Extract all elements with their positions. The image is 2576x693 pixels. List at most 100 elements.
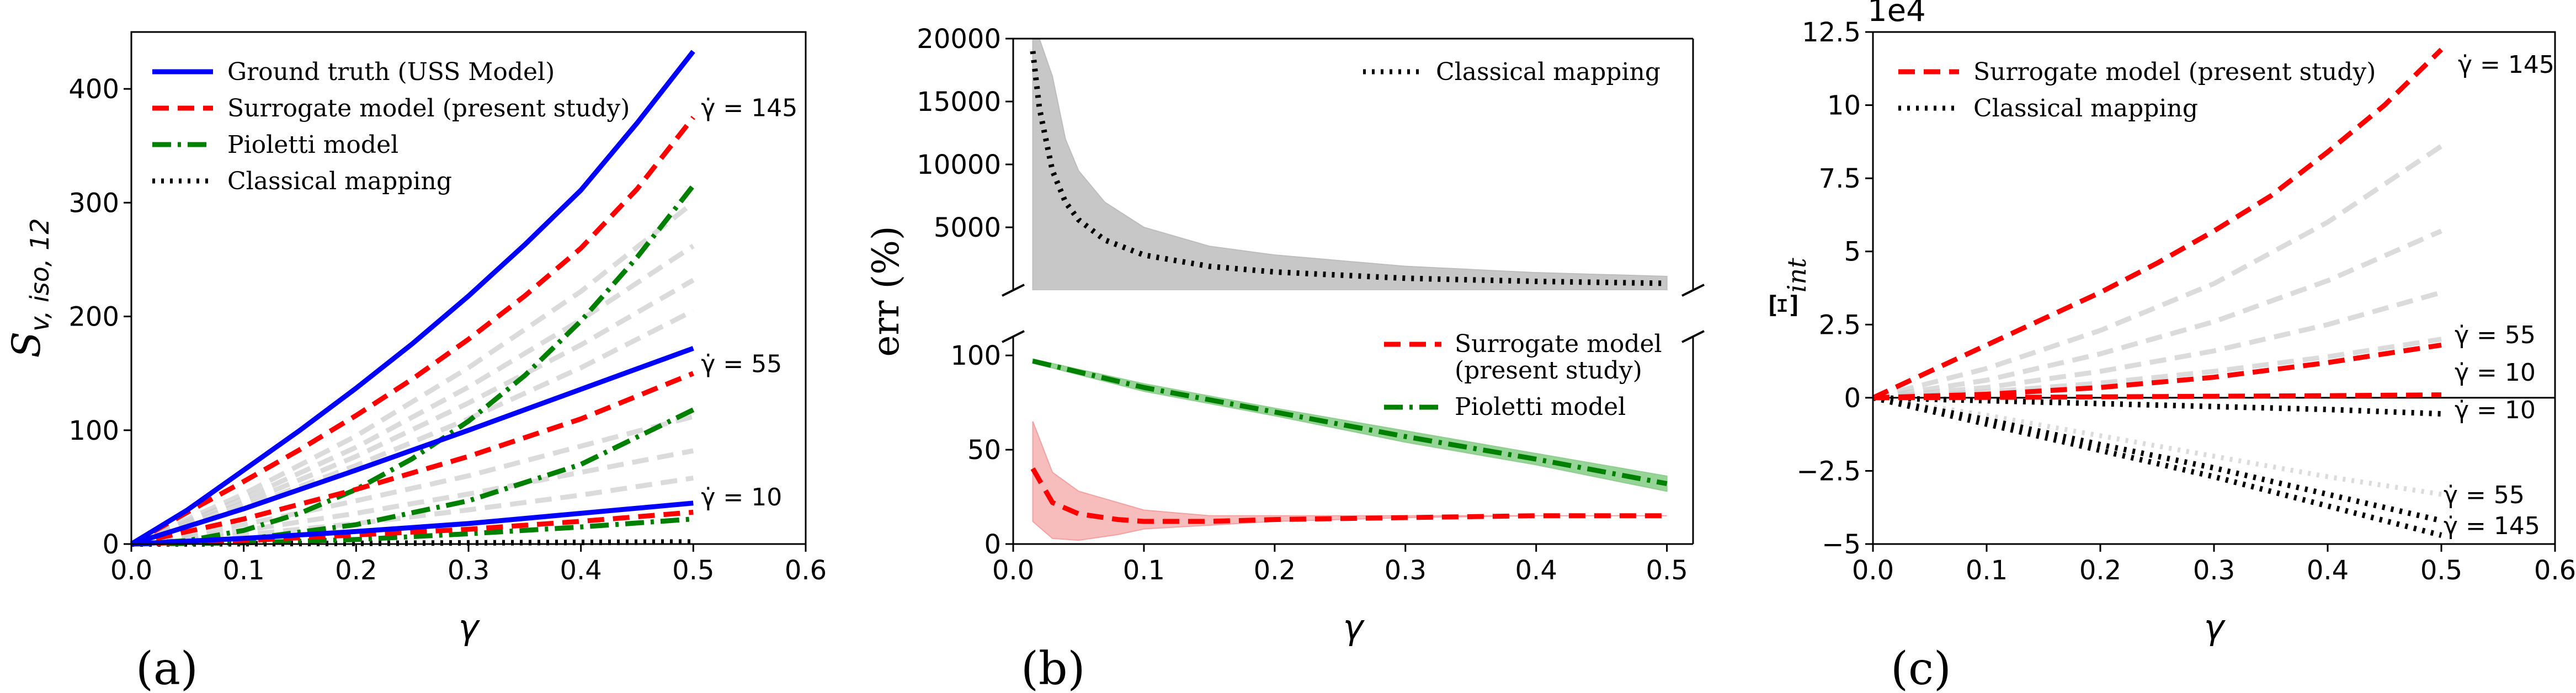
y-offset-text: 1e4	[1867, 0, 1926, 29]
panel-label-b: (b)	[1021, 643, 1085, 693]
series-line-surrogate	[131, 371, 694, 547]
x-tick-label: 0.6	[785, 555, 827, 586]
series-line-family	[1872, 228, 2442, 401]
axis-break-mark	[1002, 284, 1025, 297]
series-line-family	[130, 278, 695, 547]
x-tick-label: 0.0	[992, 555, 1034, 586]
y-tick-label: 15000	[917, 87, 1001, 118]
series-line-surrogate	[1872, 47, 2444, 400]
y-tick-label: 20000	[917, 24, 1001, 55]
series-line-ground_truth	[130, 346, 694, 547]
series-line-family_dotted	[1872, 395, 2442, 497]
legend-label: Surrogate model (present study)	[227, 94, 630, 122]
legend-label: Classical mapping	[1973, 94, 2198, 122]
series-line-surrogate	[1030, 467, 1667, 524]
series-line-classical	[1872, 395, 2442, 417]
x-tick-label: 0.2	[2079, 555, 2121, 586]
series-line-surrogate	[130, 115, 695, 546]
x-axis-label: γ	[1343, 607, 1365, 647]
x-tick-label: 0.4	[1515, 555, 1557, 586]
series-line-family	[130, 243, 695, 547]
y-axis-label: Sv, iso, 12	[4, 218, 55, 358]
y-tick-label: −5	[1822, 529, 1861, 560]
x-axis-label: γ	[2204, 607, 2226, 647]
y-tick-label: 7.5	[1819, 163, 1861, 194]
y-tick-label: 300	[68, 188, 119, 218]
series-line-classical	[131, 539, 694, 547]
series-line-family	[1872, 144, 2443, 401]
series-line-pioletti	[131, 516, 694, 547]
y-axis-label: Ξint	[1763, 258, 1812, 318]
series-line-pioletti	[1032, 359, 1668, 487]
y-tick-label: 50	[967, 435, 1001, 466]
series-line-surrogate	[1872, 342, 2442, 401]
panel-b: 5000 10000 15000 20000 0 50 100 0.0 0.1 0.2 0.3 0.4…	[865, 24, 1705, 647]
x-tick-label: 0.2	[1254, 555, 1296, 586]
y-tick-label: 5000	[934, 212, 1001, 243]
series-line-surrogate	[131, 509, 694, 547]
y-tick-label: 100	[68, 415, 119, 446]
legend-label: Surrogate model	[1455, 330, 1662, 358]
lower-axes-content	[1030, 358, 1668, 541]
x-axis-label: γ	[459, 607, 481, 647]
x-tick-label: 0.6	[2534, 555, 2576, 586]
legend-label: Classical mapping	[1436, 58, 1660, 86]
series-line-family	[1872, 290, 2442, 401]
x-tick-label: 0.1	[222, 555, 264, 586]
x-tick-label: 0.3	[1385, 555, 1427, 586]
axis-break-mark	[1681, 284, 1705, 297]
series-line-family	[131, 414, 694, 547]
series-line-family	[131, 448, 694, 547]
panel-label-a: (a)	[136, 643, 198, 693]
x-tick-label: 0.0	[1852, 555, 1894, 586]
y-tick-label: 5	[1844, 237, 1861, 268]
x-tick-label: 0.2	[335, 555, 377, 586]
x-tick-label: 0.4	[2307, 555, 2349, 586]
x-tick-label: 0.3	[448, 555, 489, 586]
y-tick-label: 200	[68, 302, 119, 333]
legend-label: Pioletti model	[227, 131, 398, 159]
y-tick-label: 12.5	[1802, 17, 1861, 48]
legend-label: Classical mapping	[227, 167, 452, 195]
series-line-classical	[1030, 51, 1667, 286]
rate-annotation: γ̇ = 145	[2458, 51, 2554, 79]
rate-annotation: γ̇ = 55	[701, 350, 782, 379]
uncertainty-band	[1032, 39, 1668, 290]
upper-axes-content	[1030, 39, 1668, 290]
y-tick-label: 0	[1844, 383, 1861, 414]
legend-label: (present study)	[1455, 356, 1642, 385]
y-tick-label: −2.5	[1796, 456, 1861, 487]
x-tick-label: 0.4	[560, 555, 602, 586]
axis-break-mark	[1681, 330, 1705, 343]
y-tick-label: 0	[984, 529, 1001, 560]
y-tick-label: 2.5	[1819, 310, 1861, 340]
series-line-family	[1872, 337, 2442, 401]
rate-annotation: γ̇ = 10	[2455, 396, 2536, 424]
rate-annotation: γ̇ = 145	[701, 94, 797, 122]
series-line-pioletti	[131, 184, 695, 547]
series-line-surrogate	[1872, 392, 2442, 401]
series-line-pioletti	[131, 407, 695, 547]
y-tick-label: 0	[102, 529, 119, 560]
rate-annotation: γ̇ = 145	[2444, 512, 2540, 540]
x-tick-label: 0.5	[1646, 555, 1688, 586]
y-tick-label: 100	[950, 340, 1001, 371]
y-tick-label: 10	[1827, 90, 1861, 121]
panel-a: 0.0 0.1 0.2 0.3 0.4 0.5 0.6 0 100 200 300 400 Ground…	[4, 31, 827, 647]
series-line-family	[131, 475, 694, 547]
rate-annotation: γ̇ = 10	[701, 483, 782, 511]
series-line-family	[130, 200, 695, 547]
series-line-classical	[1872, 395, 2442, 524]
x-tick-label: 0.0	[110, 555, 152, 586]
y-tick-label: 10000	[917, 150, 1001, 180]
rate-annotation: γ̇ = 55	[2455, 321, 2536, 349]
series-line-ground_truth	[131, 500, 694, 547]
x-tick-label: 0.3	[2193, 555, 2235, 586]
x-tick-label: 0.1	[1123, 555, 1165, 586]
rate-annotation: γ̇ = 55	[2444, 481, 2525, 509]
series-line-ground_truth	[130, 50, 695, 546]
panel-c: 0.0 0.1 0.2 0.3 0.4 0.5 0.6 −5 −2.5 0 2.5 5 7.5 10 12.…	[1763, 0, 2576, 647]
x-tick-label: 0.5	[672, 555, 714, 586]
legend-label: Ground truth (USS Model)	[227, 58, 555, 86]
